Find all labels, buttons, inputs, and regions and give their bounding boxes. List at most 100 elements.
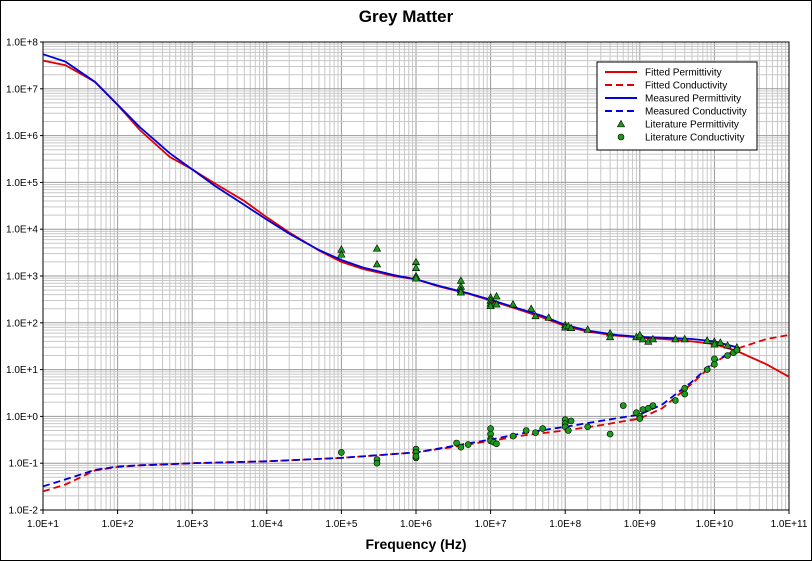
x-tick-label: 1.0E+3 <box>176 519 208 530</box>
literature-conductivity-point <box>681 390 689 398</box>
literature-permittivity-point <box>486 301 495 310</box>
y-tick-label: 1.0E+3 <box>6 272 38 283</box>
legend-item-measured-conductivity[interactable]: Measured Conductivity <box>605 107 747 118</box>
literature-permittivity-point <box>606 332 615 341</box>
literature-conductivity-point <box>567 417 575 425</box>
y-tick-label: 1.0E-2 <box>9 506 39 517</box>
literature-permittivity-point <box>372 259 382 268</box>
literature-permittivity-point <box>411 263 421 271</box>
literature-conductivity-point <box>453 439 460 447</box>
legend-swatch <box>617 133 625 141</box>
literature-conductivity-point <box>711 360 718 368</box>
y-tick-label: 1.0E+5 <box>6 178 38 189</box>
x-axis-title: Frequency (Hz) <box>365 536 466 552</box>
literature-conductivity-point <box>493 440 500 448</box>
literature-permittivity-point <box>566 323 576 332</box>
series-layer <box>42 53 790 493</box>
legend-label: Measured Conductivity <box>645 107 747 118</box>
literature-conductivity-point <box>584 423 591 431</box>
legend-item-fitted-conductivity[interactable]: Fitted Conductivity <box>605 81 727 92</box>
x-tick-label: 1.0E+2 <box>102 519 134 530</box>
measured-permittivity-series <box>42 53 738 349</box>
legend-label: Measured Permittivity <box>645 94 741 105</box>
legend[interactable]: Fitted Permittivity Fitted Conductivity Me… <box>596 61 758 151</box>
literature-permittivity-point <box>411 273 421 282</box>
x-tick-label: 1.0E+7 <box>475 519 507 530</box>
literature-conductivity-point <box>636 415 644 422</box>
literature-conductivity-point <box>639 406 647 413</box>
literature-conductivity-point <box>724 352 731 359</box>
literature-permittivity-point <box>372 244 382 252</box>
literature-conductivity-point <box>681 384 689 392</box>
literature-conductivity-point <box>703 366 711 373</box>
literature-conductivity-point <box>487 425 494 432</box>
literature-permittivity-point <box>671 334 680 343</box>
y-tick-label: 1.0E+4 <box>6 225 38 236</box>
legend-label: Fitted Conductivity <box>645 81 727 92</box>
literature-permittivity-point <box>456 288 466 296</box>
y-tick-label: 1.0E+7 <box>6 84 38 95</box>
literature-permittivity-point <box>492 291 501 300</box>
x-tick-label: 1.0E+4 <box>251 519 283 530</box>
y-tick-label: 1.0E+8 <box>6 38 38 49</box>
measured-permittivity-line <box>42 53 738 349</box>
literature-permittivity-point <box>583 325 592 333</box>
literature-permittivity-point <box>710 339 719 348</box>
literature-conductivity-point <box>711 355 718 363</box>
legend-item-measured-permittivity[interactable]: Measured Permittivity <box>605 94 741 105</box>
tick-labels: 1.0E+1 1.0E+2 1.0E+3 1.0E+4 1.0E+5 1.0E+6 1.0E… <box>6 38 808 531</box>
x-tick-label: 1.0E+5 <box>325 519 357 530</box>
legend-label: Fitted Permittivity <box>645 68 722 79</box>
x-tick-label: 1.0E+10 <box>696 519 734 530</box>
literature-conductivity-point <box>338 449 345 456</box>
literature-permittivity-point <box>492 299 501 308</box>
literature-conductivity-point <box>412 453 420 460</box>
legend-label: Literature Permittivity <box>645 120 739 131</box>
literature-permittivity-point <box>716 338 725 346</box>
x-tick-label: 1.0E+1 <box>27 519 59 530</box>
y-tick-label: 1.0E+2 <box>6 318 38 329</box>
x-tick-label: 1.0E+6 <box>400 519 432 530</box>
literature-permittivity-point <box>703 336 712 344</box>
literature-permittivity-point <box>638 334 647 343</box>
legend-item-literature-permittivity[interactable]: Literature Permittivity <box>616 119 739 131</box>
literature-conductivity-point <box>564 427 572 434</box>
y-tick-label: 1.0E+6 <box>6 131 38 142</box>
literature-conductivity-point <box>649 402 657 409</box>
literature-permittivity-point <box>648 334 658 343</box>
literature-permittivity-point <box>527 304 536 312</box>
legend-label: Literature Conductivity <box>645 133 745 144</box>
y-tick-label: 1.0E+0 <box>6 412 38 423</box>
literature-conductivity-point <box>539 425 547 432</box>
literature-permittivity-point <box>531 311 540 320</box>
literature-permittivity-point <box>680 334 689 343</box>
literature-conductivity-point <box>606 430 614 438</box>
literature-conductivity-point <box>464 441 472 448</box>
legend-swatch <box>616 119 626 128</box>
literature-conductivity-series <box>338 346 741 467</box>
literature-conductivity-point <box>522 427 530 434</box>
measured-conductivity-line <box>42 348 738 488</box>
literature-conductivity-point <box>733 346 741 354</box>
literature-conductivity-point <box>619 402 627 409</box>
literature-permittivity-series <box>337 244 741 351</box>
literature-permittivity-point <box>544 313 553 321</box>
legend-item-literature-conductivity[interactable]: Literature Conductivity <box>617 133 745 144</box>
literature-conductivity-point <box>509 432 517 440</box>
literature-permittivity-point <box>635 330 644 339</box>
literature-conductivity-point <box>373 459 381 467</box>
x-tick-label: 1.0E+11 <box>771 519 808 530</box>
y-tick-label: 1.0E+1 <box>6 365 38 376</box>
x-tick-label: 1.0E+8 <box>549 519 581 530</box>
literature-conductivity-point <box>457 443 465 451</box>
x-tick-label: 1.0E+9 <box>624 519 656 530</box>
literature-permittivity-point <box>508 299 518 308</box>
chart-title: Grey Matter <box>359 7 454 26</box>
legend-item-fitted-permittivity[interactable]: Fitted Permittivity <box>605 68 722 79</box>
literature-permittivity-point <box>723 341 732 349</box>
literature-conductivity-point <box>672 397 679 404</box>
y-tick-label: 1.0E-1 <box>9 459 39 470</box>
measured-conductivity-series <box>42 348 738 488</box>
